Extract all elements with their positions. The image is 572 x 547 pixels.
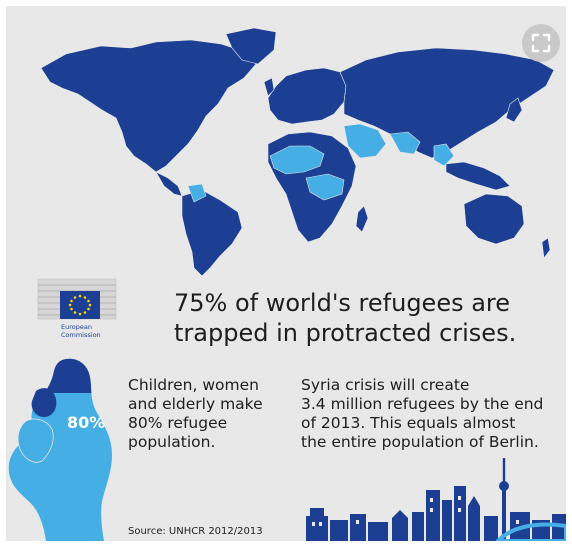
map-north-america bbox=[40, 39, 257, 173]
expand-icon bbox=[531, 33, 551, 53]
headline-line1: 75% of world's refugees are bbox=[174, 289, 511, 317]
map-europe bbox=[267, 67, 347, 125]
stat-right-line2: 3.4 million refugees by the end bbox=[301, 395, 544, 413]
map-madagascar bbox=[355, 205, 369, 233]
refugee-figure-illustration bbox=[8, 358, 113, 541]
headline: 75% of world's refugees are trapped in p… bbox=[174, 288, 554, 348]
logo-line2: Commission bbox=[61, 331, 101, 339]
percent-label: 80% bbox=[67, 413, 106, 432]
map-highlight-middle-east bbox=[343, 123, 387, 159]
map-highlight-sahel bbox=[305, 173, 345, 201]
european-commission-logo bbox=[37, 278, 117, 320]
map-asia bbox=[339, 47, 555, 159]
map-highlight-north-africa bbox=[269, 145, 325, 175]
expand-button[interactable] bbox=[522, 24, 560, 62]
stat-left-line2: and elderly make bbox=[128, 395, 263, 413]
map-south-america bbox=[181, 189, 243, 276]
stat-left-line3: 80% refugee bbox=[128, 414, 228, 432]
headline-line2: trapped in protracted crises. bbox=[174, 319, 517, 347]
european-commission-label: European Commission bbox=[61, 323, 121, 339]
infographic-card: European Commission 75% of world's refug… bbox=[6, 6, 566, 541]
map-australia bbox=[463, 193, 525, 245]
stat-right-line4: the entire population of Berlin. bbox=[301, 433, 539, 451]
map-central-america bbox=[155, 171, 183, 197]
stat-right: Syria crisis will create 3.4 million ref… bbox=[301, 376, 566, 452]
stat-left-line4: population. bbox=[128, 433, 216, 451]
stat-left-line1: Children, women bbox=[128, 376, 259, 394]
map-se-asia-islands bbox=[445, 161, 511, 191]
map-japan bbox=[505, 97, 523, 123]
source-note: Source: UNHCR 2012/2013 bbox=[128, 526, 263, 537]
logo-line1: European bbox=[61, 323, 92, 331]
stat-right-line1: Syria crisis will create bbox=[301, 376, 470, 394]
stat-left: Children, women and elderly make 80% ref… bbox=[128, 376, 288, 452]
map-highlight-se-asia bbox=[433, 143, 455, 167]
berlin-skyline-illustration bbox=[306, 458, 566, 541]
map-highlight-central-asia bbox=[389, 131, 421, 155]
map-highlight-colombia bbox=[187, 183, 207, 203]
map-greenland bbox=[225, 27, 277, 65]
map-new-zealand bbox=[541, 237, 551, 259]
world-map bbox=[40, 27, 555, 276]
map-uk bbox=[263, 77, 275, 97]
stat-right-line3: of 2013. This equals almost bbox=[301, 414, 516, 432]
